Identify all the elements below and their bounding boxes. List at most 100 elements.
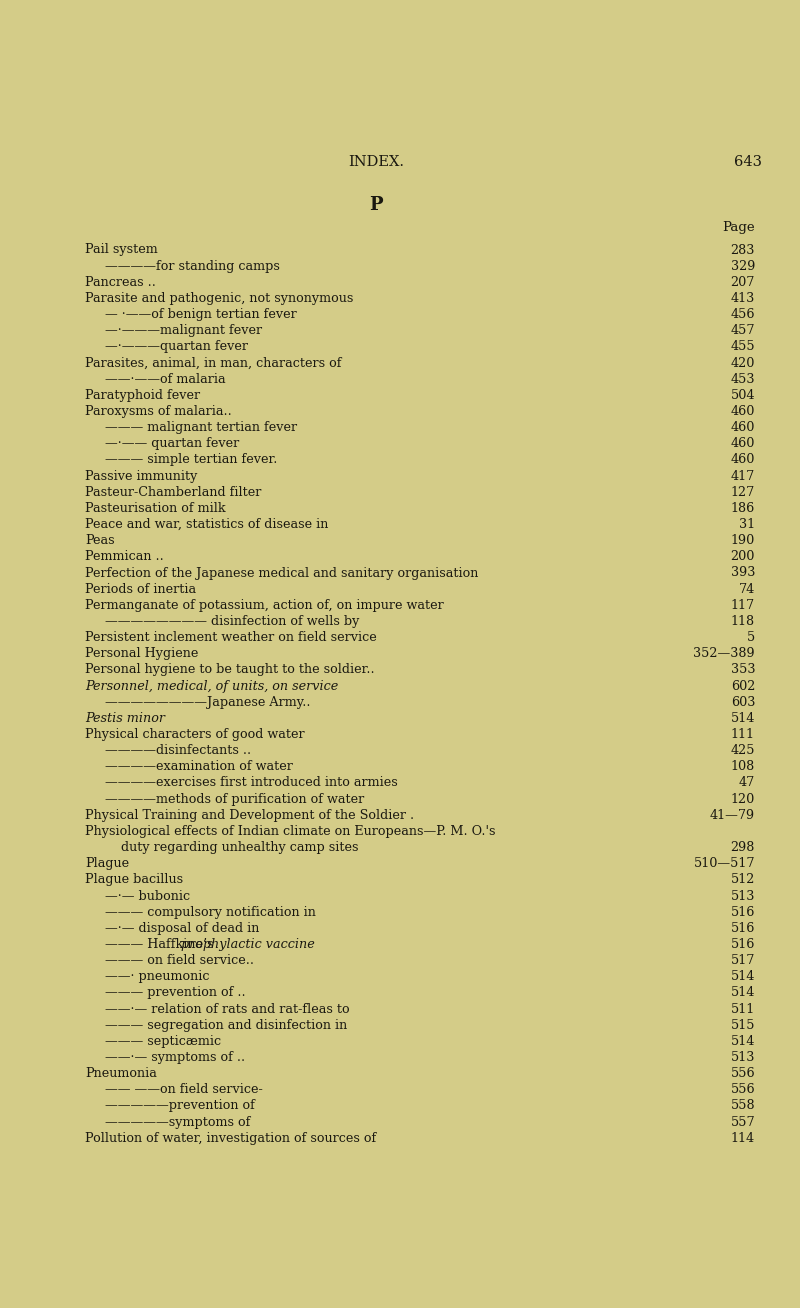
Text: 456: 456 xyxy=(730,309,755,320)
Text: —·—— quartan fever: —·—— quartan fever xyxy=(105,437,239,450)
Text: 514: 514 xyxy=(730,1035,755,1048)
Text: 512: 512 xyxy=(730,874,755,887)
Text: 515: 515 xyxy=(730,1019,755,1032)
Text: ————disinfectants ..: ————disinfectants .. xyxy=(105,744,251,757)
Text: — ·——of benign tertian fever: — ·——of benign tertian fever xyxy=(105,309,297,320)
Text: 329: 329 xyxy=(730,260,755,272)
Text: P: P xyxy=(369,196,383,215)
Text: 298: 298 xyxy=(730,841,755,854)
Text: Pneumonia: Pneumonia xyxy=(85,1067,157,1080)
Text: 5: 5 xyxy=(746,630,755,644)
Text: ——— segregation and disinfection in: ——— segregation and disinfection in xyxy=(105,1019,347,1032)
Text: 117: 117 xyxy=(731,599,755,612)
Text: 457: 457 xyxy=(730,324,755,337)
Text: Peace and war, statistics of disease in: Peace and war, statistics of disease in xyxy=(85,518,328,531)
Text: Personal Hygiene: Personal Hygiene xyxy=(85,647,198,661)
Text: INDEX.: INDEX. xyxy=(348,156,404,169)
Text: 283: 283 xyxy=(730,243,755,256)
Text: 510—517: 510—517 xyxy=(694,857,755,870)
Text: Physical characters of good water: Physical characters of good water xyxy=(85,729,305,742)
Text: 190: 190 xyxy=(730,534,755,547)
Text: Pancreas ..: Pancreas .. xyxy=(85,276,156,289)
Text: ————for standing camps: ————for standing camps xyxy=(105,260,280,272)
Text: 420: 420 xyxy=(730,357,755,370)
Text: 114: 114 xyxy=(731,1131,755,1144)
Text: —— ——on field service-: —— ——on field service- xyxy=(105,1083,262,1096)
Text: Plague: Plague xyxy=(85,857,129,870)
Text: 514: 514 xyxy=(730,712,755,725)
Text: ————methods of purification of water: ————methods of purification of water xyxy=(105,793,364,806)
Text: ——· pneumonic: ——· pneumonic xyxy=(105,971,210,984)
Text: ——·——of malaria: ——·——of malaria xyxy=(105,373,226,386)
Text: 513: 513 xyxy=(730,889,755,903)
Text: 516: 516 xyxy=(730,938,755,951)
Text: Permanganate of potassium, action of, on impure water: Permanganate of potassium, action of, on… xyxy=(85,599,444,612)
Text: duty regarding unhealthy camp sites: duty regarding unhealthy camp sites xyxy=(105,841,358,854)
Text: 460: 460 xyxy=(730,421,755,434)
Text: 556: 556 xyxy=(730,1083,755,1096)
Text: 603: 603 xyxy=(730,696,755,709)
Text: Pail system: Pail system xyxy=(85,243,158,256)
Text: 516: 516 xyxy=(730,905,755,918)
Text: Personal hygiene to be taught to the soldier..: Personal hygiene to be taught to the sol… xyxy=(85,663,374,676)
Text: 108: 108 xyxy=(730,760,755,773)
Text: 111: 111 xyxy=(731,729,755,742)
Text: —·———malignant fever: —·———malignant fever xyxy=(105,324,262,337)
Text: Persistent inclement weather on field service: Persistent inclement weather on field se… xyxy=(85,630,377,644)
Text: ———————— disinfection of wells by: ———————— disinfection of wells by xyxy=(105,615,359,628)
Text: 643: 643 xyxy=(734,156,762,169)
Text: 352—389: 352—389 xyxy=(694,647,755,661)
Text: 460: 460 xyxy=(730,405,755,419)
Text: 558: 558 xyxy=(730,1100,755,1112)
Text: 511: 511 xyxy=(730,1002,755,1015)
Text: 41—79: 41—79 xyxy=(710,808,755,821)
Text: 517: 517 xyxy=(730,954,755,967)
Text: Passive immunity: Passive immunity xyxy=(85,470,198,483)
Text: 460: 460 xyxy=(730,437,755,450)
Text: Personnel, medical, of units, on service: Personnel, medical, of units, on service xyxy=(85,680,338,692)
Text: Physiological effects of Indian climate on Europeans—P. M. O.'s: Physiological effects of Indian climate … xyxy=(85,825,495,838)
Text: Pasteurisation of milk: Pasteurisation of milk xyxy=(85,502,226,515)
Text: —·— bubonic: —·— bubonic xyxy=(105,889,190,903)
Text: ——·— relation of rats and rat-fleas to: ——·— relation of rats and rat-fleas to xyxy=(105,1002,350,1015)
Text: Pollution of water, investigation of sources of: Pollution of water, investigation of sou… xyxy=(85,1131,376,1144)
Text: Page: Page xyxy=(722,221,755,234)
Text: ——— malignant tertian fever: ——— malignant tertian fever xyxy=(105,421,297,434)
Text: Parasites, animal, in man, characters of: Parasites, animal, in man, characters of xyxy=(85,357,342,370)
Text: 516: 516 xyxy=(730,922,755,935)
Text: —·— disposal of dead in: —·— disposal of dead in xyxy=(105,922,259,935)
Text: 393: 393 xyxy=(730,566,755,579)
Text: 118: 118 xyxy=(731,615,755,628)
Text: —·———quartan fever: —·———quartan fever xyxy=(105,340,248,353)
Text: ————————Japanese Army..: ————————Japanese Army.. xyxy=(105,696,310,709)
Text: ——— prevention of ..: ——— prevention of .. xyxy=(105,986,246,999)
Text: prophylactic vaccine: prophylactic vaccine xyxy=(181,938,314,951)
Text: 31: 31 xyxy=(739,518,755,531)
Text: —————symptoms of: —————symptoms of xyxy=(105,1116,250,1129)
Text: 353: 353 xyxy=(730,663,755,676)
Text: 460: 460 xyxy=(730,454,755,467)
Text: 186: 186 xyxy=(730,502,755,515)
Text: Peas: Peas xyxy=(85,534,114,547)
Text: ——— septicæmic: ——— septicæmic xyxy=(105,1035,221,1048)
Text: ——·— symptoms of ..: ——·— symptoms of .. xyxy=(105,1052,245,1063)
Text: 74: 74 xyxy=(738,582,755,595)
Text: ————exercises first introduced into armies: ————exercises first introduced into armi… xyxy=(105,777,398,790)
Text: 417: 417 xyxy=(730,470,755,483)
Text: Paratyphoid fever: Paratyphoid fever xyxy=(85,388,200,402)
Text: ——— simple tertian fever.: ——— simple tertian fever. xyxy=(105,454,278,467)
Text: 200: 200 xyxy=(730,551,755,564)
Text: 504: 504 xyxy=(730,388,755,402)
Text: ——— compulsory notification in: ——— compulsory notification in xyxy=(105,905,316,918)
Text: Plague bacillus: Plague bacillus xyxy=(85,874,183,887)
Text: 207: 207 xyxy=(730,276,755,289)
Text: Physical Training and Development of the Soldier .: Physical Training and Development of the… xyxy=(85,808,414,821)
Text: 455: 455 xyxy=(730,340,755,353)
Text: 514: 514 xyxy=(730,986,755,999)
Text: 557: 557 xyxy=(730,1116,755,1129)
Text: 602: 602 xyxy=(730,680,755,692)
Text: Paroxysms of malaria..: Paroxysms of malaria.. xyxy=(85,405,232,419)
Text: Perfection of the Japanese medical and sanitary organisation: Perfection of the Japanese medical and s… xyxy=(85,566,478,579)
Text: Pemmican ..: Pemmican .. xyxy=(85,551,164,564)
Text: 453: 453 xyxy=(730,373,755,386)
